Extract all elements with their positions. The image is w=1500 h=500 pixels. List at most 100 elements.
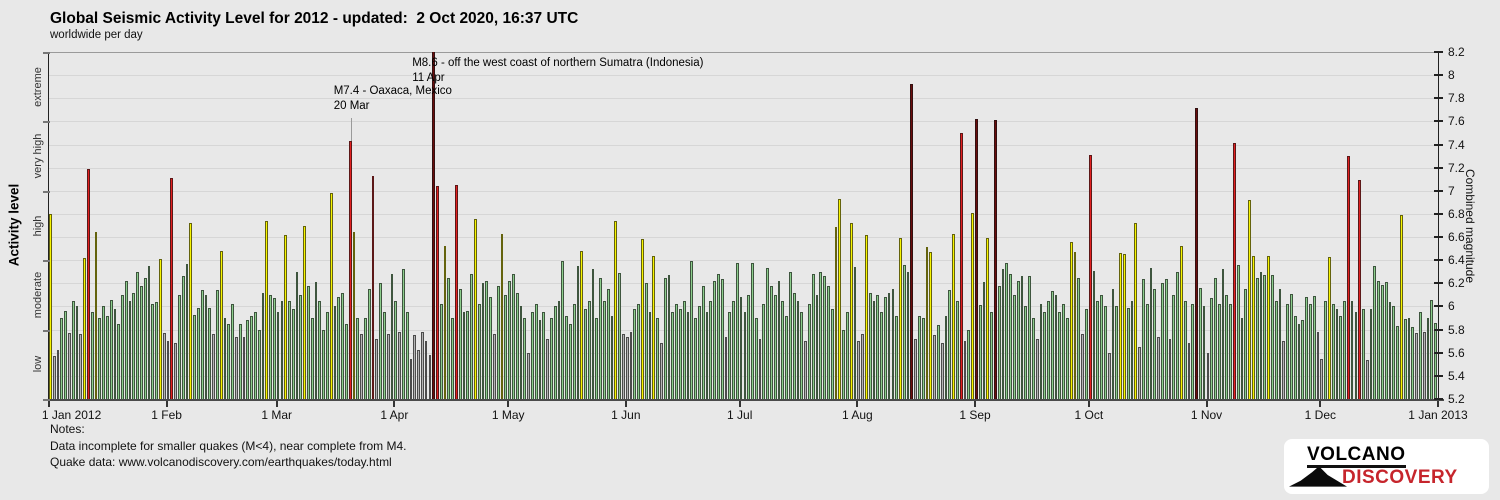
left-axis-tick: [43, 329, 50, 332]
left-axis-tick: [43, 260, 50, 263]
logo-text-discovery: DISCOVERY: [1342, 467, 1458, 488]
gridline: [49, 121, 1438, 123]
bar-day-344: [1350, 300, 1354, 399]
right-axis-tick: [1434, 189, 1443, 192]
bar-day-159: [648, 312, 652, 399]
bar-day-163: [663, 277, 667, 399]
x-axis-label: 1 Jun: [611, 408, 641, 422]
right-axis-tick-label: 5.4: [1448, 368, 1465, 383]
bar-day-108: [455, 185, 458, 399]
bar-day-196: [789, 271, 792, 399]
bar-day-28: [151, 304, 155, 399]
bar-day-192: [773, 294, 777, 399]
bar-day-18: [113, 308, 117, 399]
bar-day-43: [208, 307, 212, 399]
bar-day-280: [1107, 352, 1111, 399]
bar-day-103: [436, 186, 439, 399]
bar-day-277: [1096, 300, 1100, 399]
bar-day-147: [603, 300, 606, 399]
bar-day-148: [606, 289, 610, 399]
annotation-line: 11 Apr: [412, 72, 445, 84]
bar-day-162: [660, 343, 663, 399]
bar-day-359: [1407, 318, 1411, 399]
bar-day-249: [990, 312, 993, 399]
bar-day-229: [914, 338, 918, 399]
bar-day-332: [1305, 297, 1308, 399]
bar-day-23: [132, 292, 136, 399]
right-axis-tick: [1434, 259, 1443, 262]
right-axis-tick-label: 7.4: [1448, 137, 1465, 152]
bar-day-168: [682, 300, 686, 399]
bar-day-75: [329, 193, 333, 399]
bar-day-193: [777, 281, 781, 399]
bar-day-30: [159, 259, 162, 399]
bar-day-171: [694, 318, 697, 399]
bar-day-19: [117, 323, 121, 399]
right-axis-tick-label: 6.6: [1448, 230, 1465, 245]
bar-day-238: [948, 290, 952, 399]
bar-day-335: [1316, 331, 1320, 399]
bar-day-110: [462, 312, 466, 399]
gridline: [49, 144, 1438, 146]
bar-day-11: [86, 168, 90, 399]
bar-day-88: [379, 283, 382, 399]
bar-day-12: [90, 312, 94, 399]
gridline: [49, 75, 1438, 77]
bar-day-260: [1031, 318, 1035, 399]
bar-day-17: [109, 299, 113, 399]
bar-day-125: [519, 306, 523, 399]
bar-day-315: [1240, 318, 1244, 399]
bar-day-85: [367, 289, 371, 399]
bar-day-82: [356, 318, 360, 399]
x-axis-label: 1 Dec: [1304, 408, 1337, 422]
bar-day-275: [1088, 154, 1092, 399]
bar-day-144: [591, 269, 595, 399]
bar-day-139: [572, 304, 576, 399]
bar-day-345: [1354, 312, 1358, 399]
notes-line: Quake data: www.volcanodiscovery.com/ear…: [50, 455, 392, 469]
bar-day-137: [565, 315, 568, 399]
bar-day-337: [1324, 300, 1327, 399]
bar-day-51: [238, 323, 242, 399]
bar-day-222: [887, 292, 891, 399]
bar-day-111: [466, 311, 470, 399]
gridline: [49, 190, 1438, 192]
right-axis-tick-label: 7: [1448, 183, 1455, 198]
bar-day-343: [1346, 156, 1350, 399]
bar-day-213: [853, 267, 857, 399]
bar-day-218: [872, 300, 876, 399]
bar-day-347: [1362, 308, 1365, 399]
x-axis-tick: [974, 401, 976, 407]
bar-day-201: [808, 304, 811, 399]
bar-day-97: [413, 335, 417, 399]
bar-day-307: [1210, 298, 1214, 399]
notes-heading: Notes:: [50, 422, 85, 436]
bar-day-161: [656, 318, 659, 399]
bar-day-272: [1077, 277, 1081, 399]
bar-day-126: [523, 318, 527, 399]
bar-day-149: [610, 315, 614, 399]
bar-day-21: [124, 281, 128, 399]
bar-day-329: [1293, 315, 1297, 399]
bar-day-336: [1320, 358, 1324, 399]
bar-day-256: [1016, 281, 1020, 399]
bar-day-254: [1009, 274, 1012, 399]
bar-day-102: [432, 52, 436, 399]
bar-day-69: [307, 285, 310, 399]
bar-day-100: [424, 341, 428, 399]
bar-day-239: [952, 233, 955, 399]
volcano-discovery-logo: VOLCANO DISCOVERY: [1284, 439, 1489, 494]
bar-day-106: [447, 277, 451, 399]
bar-day-325: [1278, 289, 1282, 399]
bar-day-310: [1221, 269, 1225, 399]
bar-day-248: [986, 238, 990, 399]
bar-day-170: [690, 261, 694, 399]
gridline: [49, 306, 1438, 308]
bar-day-217: [868, 292, 872, 399]
bar-day-352: [1381, 284, 1384, 399]
bar-day-31: [162, 333, 166, 399]
bar-day-247: [982, 282, 986, 399]
bar-day-183: [739, 297, 743, 399]
bar-day-269: [1066, 318, 1069, 399]
bar-day-67: [299, 294, 303, 399]
